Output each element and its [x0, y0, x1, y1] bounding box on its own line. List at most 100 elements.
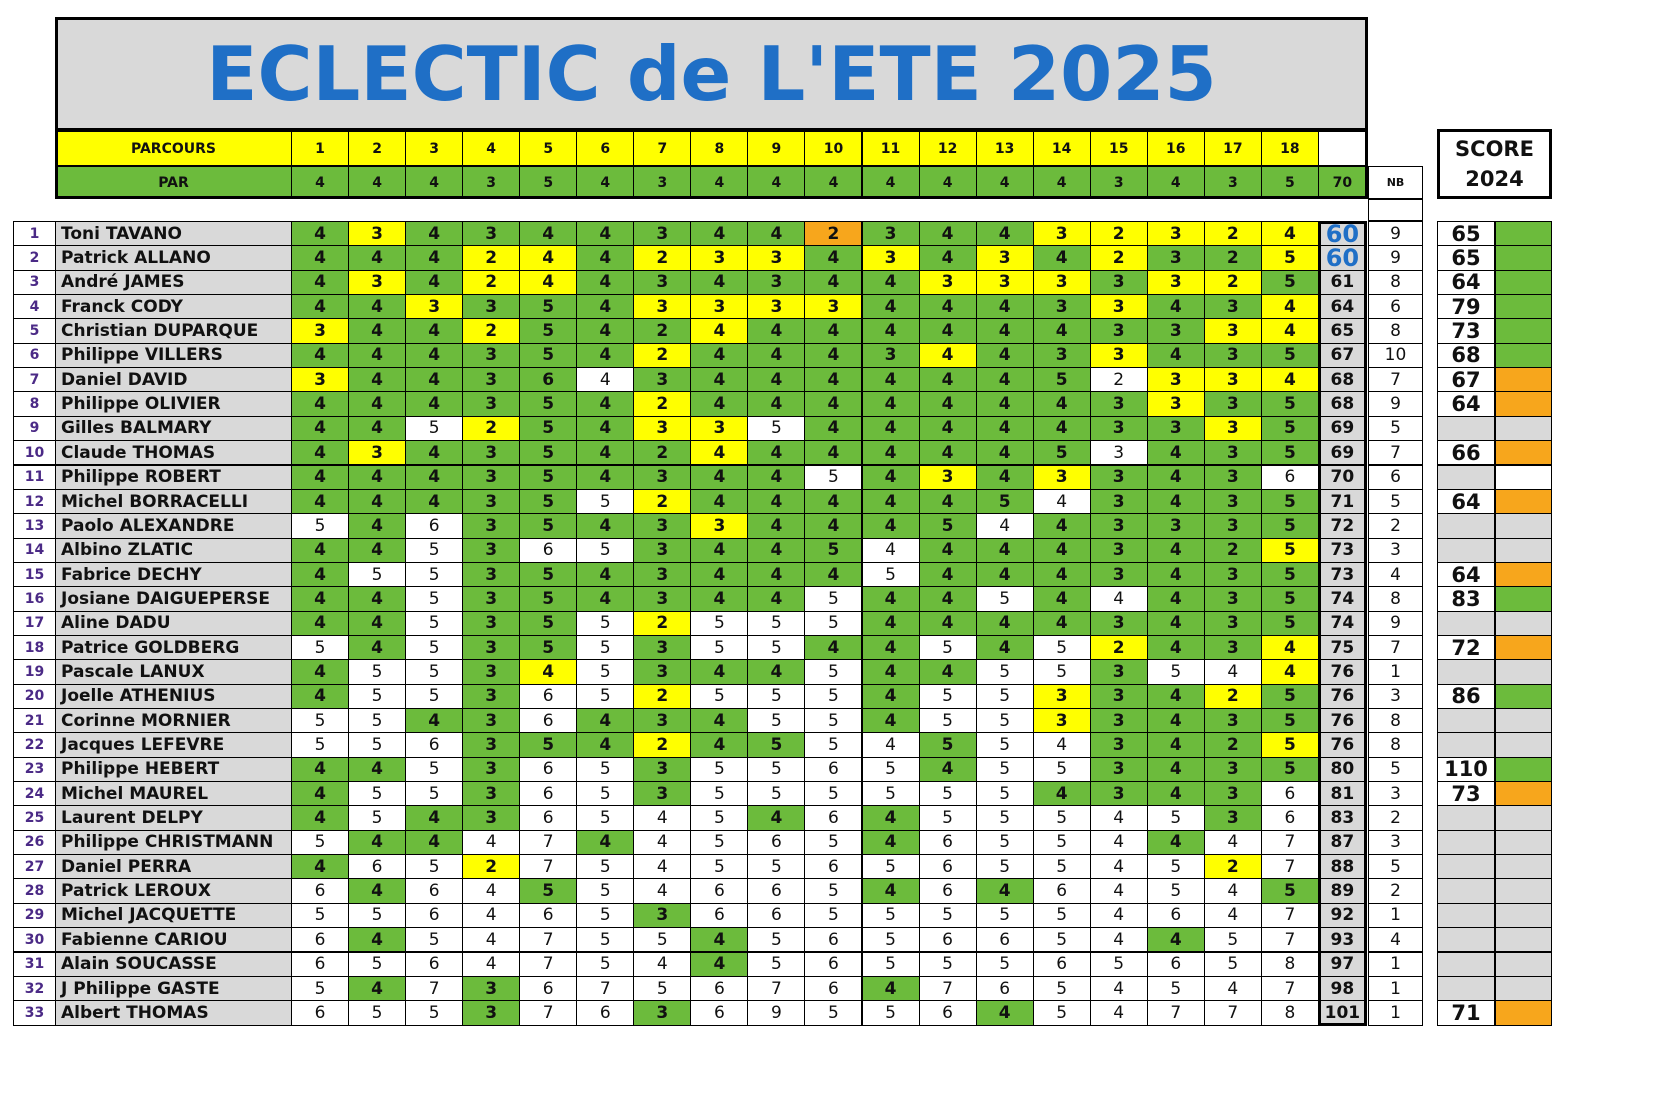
hole-score: 6: [291, 951, 350, 977]
hole-score: 4: [861, 488, 920, 515]
hole-score: 4: [576, 440, 635, 466]
hole-score: 4: [291, 245, 350, 271]
hole-score: 4: [348, 415, 407, 442]
hole-score: 5: [291, 902, 350, 929]
hole-score: 4: [576, 269, 635, 296]
hole-score: 6: [405, 951, 464, 977]
hole-score: 4: [804, 367, 863, 393]
player-total: 60: [1317, 220, 1367, 248]
hole-score: 5: [405, 659, 464, 685]
hole-score: 4: [747, 488, 806, 515]
hole-score: 7: [1260, 927, 1319, 953]
hole-score: 4: [918, 245, 977, 271]
hole-score: 3: [405, 294, 464, 320]
hole-score: 4: [975, 464, 1034, 490]
player-name: Fabienne CARIOU: [55, 927, 292, 953]
rank-number: 22: [13, 732, 56, 758]
player-name: Corinne MORNIER: [55, 708, 292, 734]
player-nb: 10: [1368, 342, 1423, 369]
hole-score: 4: [576, 829, 635, 856]
hole-score: 5: [519, 586, 578, 612]
hole-score: 4: [747, 440, 806, 466]
player-nb: 8: [1368, 586, 1423, 612]
hole-score: 4: [918, 342, 977, 369]
hole-score: 5: [1032, 975, 1091, 1002]
hole-score: 5: [348, 902, 407, 929]
hole-score: 2: [633, 732, 692, 758]
hole-score: 3: [462, 294, 521, 320]
hole-score: 4: [1146, 488, 1205, 515]
hole-score: 3: [633, 902, 692, 929]
hole-score: 5: [747, 634, 806, 661]
score-2024: 65: [1437, 221, 1495, 247]
hole-score: 4: [291, 561, 350, 588]
hole-score: 4: [633, 951, 692, 977]
hole-score: 7: [918, 975, 977, 1002]
hole-score: 3: [1203, 391, 1262, 417]
hole-score: 6: [918, 854, 977, 880]
hole-score: 3: [1146, 415, 1205, 442]
hole-score: 5: [291, 513, 350, 539]
hole-score: 4: [747, 391, 806, 417]
hole-score: 4: [747, 805, 806, 831]
score-2024-flag: [1495, 488, 1552, 515]
score-2024: [1437, 805, 1495, 831]
hole-score: 8: [1260, 1000, 1319, 1026]
hole-score: 5: [1260, 878, 1319, 904]
hole-score: 4: [291, 294, 350, 320]
hole-score: 4: [1089, 927, 1148, 953]
hole-score: 5: [975, 805, 1034, 831]
hole-score: 6: [918, 829, 977, 856]
hole-score: 4: [405, 464, 464, 490]
hole-score: 7: [1203, 1000, 1262, 1026]
hole-score: 5: [405, 586, 464, 612]
hole-score: 5: [1203, 927, 1262, 953]
hole-score: 4: [1260, 659, 1319, 685]
hole-score: 3: [633, 537, 692, 563]
hole-score: 5: [1260, 488, 1319, 515]
hole-score: 6: [519, 683, 578, 709]
hole-score: 3: [1203, 294, 1262, 320]
hole-score: 7: [1260, 975, 1319, 1002]
score-2024: 64: [1437, 391, 1495, 417]
player-total: 73: [1317, 561, 1367, 588]
hole-score: 3: [1089, 732, 1148, 758]
hole-score: 4: [348, 488, 407, 515]
hole-score: 4: [405, 221, 464, 247]
rank-number: 4: [13, 294, 56, 320]
hole-score: 6: [1260, 805, 1319, 831]
hole-score: 5: [861, 781, 920, 807]
hole-score: 5: [861, 561, 920, 588]
hole-score: 6: [747, 878, 806, 904]
hole-score: 4: [576, 732, 635, 758]
hole-score: 4: [1032, 415, 1091, 442]
score-2024-flag: [1495, 367, 1552, 393]
score-2024-flag: [1495, 708, 1552, 734]
score-2024: 73: [1437, 781, 1495, 807]
hole-score: 3: [1146, 245, 1205, 271]
hole-score: 3: [462, 756, 521, 783]
hole-par: 4: [1032, 166, 1091, 199]
hole-score: 3: [1146, 513, 1205, 539]
score-2024: 110: [1437, 756, 1495, 783]
score-2024-flag: [1495, 415, 1552, 442]
hole-score: 3: [747, 245, 806, 271]
player-nb: 3: [1368, 683, 1423, 709]
hole-score: 4: [405, 391, 464, 417]
player-nb: 1: [1368, 902, 1423, 929]
hole-score: 4: [861, 732, 920, 758]
hole-score: 4: [576, 221, 635, 247]
hole-score: 2: [1089, 245, 1148, 271]
player-name: Patrice GOLDBERG: [55, 634, 292, 661]
hole-score: 4: [918, 294, 977, 320]
hole-score: 4: [348, 756, 407, 783]
par-total: 70: [1317, 166, 1367, 199]
player-name: Toni TAVANO: [55, 221, 292, 247]
hole-score: 3: [633, 294, 692, 320]
hole-score: 3: [633, 269, 692, 296]
hole-score: 3: [1032, 464, 1091, 490]
player-nb: 7: [1368, 634, 1423, 661]
hole-score: 5: [804, 610, 863, 636]
hole-score: 4: [633, 805, 692, 831]
hole-score: 3: [1203, 708, 1262, 734]
